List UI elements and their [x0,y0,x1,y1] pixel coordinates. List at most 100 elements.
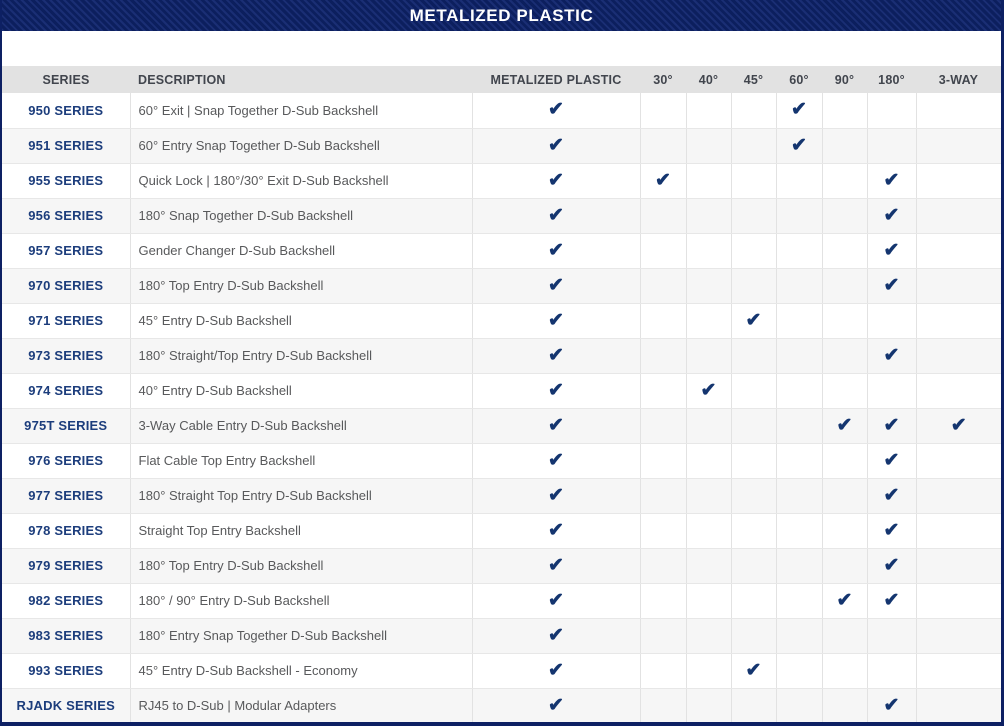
metalized-plastic-check-cell: ✔ [471,128,640,164]
3way-check-cell [915,373,1001,409]
check-icon: ✔ [883,204,900,226]
metalized-plastic-check-cell: ✔ [471,408,640,444]
30deg-check-cell [639,548,686,584]
table-row: 971 SERIES 45° Entry D-Sub Backshell ✔ ✔ [2,303,1001,339]
table-row: 982 SERIES 180° / 90° Entry D-Sub Backsh… [2,583,1001,619]
table-row: 956 SERIES 180° Snap Together D-Sub Back… [2,198,1001,234]
45deg-check-cell [730,688,776,722]
table-row: 974 SERIES 40° Entry D-Sub Backshell ✔ ✔ [2,373,1001,409]
series-link[interactable]: 976 SERIES [2,443,130,479]
check-icon: ✔ [548,414,564,436]
series-link[interactable]: 977 SERIES [2,478,130,514]
series-link[interactable]: 973 SERIES [2,338,130,374]
check-icon: ✔ [548,379,564,401]
45deg-check-cell: ✔ [730,303,776,339]
45deg-check-cell [730,338,776,374]
series-link[interactable]: 983 SERIES [2,618,130,654]
metalized-plastic-check-cell: ✔ [471,688,640,722]
series-link[interactable]: 950 SERIES [2,93,130,129]
description-cell: Gender Changer D-Sub Backshell [129,233,472,269]
90deg-check-cell [821,478,867,514]
40deg-check-cell [685,408,731,444]
60deg-check-cell [775,618,822,654]
series-link[interactable]: 956 SERIES [2,198,130,234]
metalized-plastic-check-cell: ✔ [471,653,640,689]
40deg-check-cell [685,653,731,689]
90deg-check-cell [821,268,867,304]
60deg-check-cell [775,198,822,234]
30deg-check-cell [639,478,686,514]
series-link[interactable]: 982 SERIES [2,583,130,619]
90deg-check-cell [821,688,867,722]
check-icon: ✔ [548,204,564,226]
table-row: 970 SERIES 180° Top Entry D-Sub Backshel… [2,268,1001,304]
3way-check-cell [915,93,1001,129]
series-link[interactable]: 951 SERIES [2,128,130,164]
description-cell: 60° Entry Snap Together D-Sub Backshell [129,128,472,164]
40deg-check-cell [685,198,731,234]
90deg-check-cell [821,443,867,479]
180deg-check-cell: ✔ [866,198,916,234]
description-cell: 180° Snap Together D-Sub Backshell [129,198,472,234]
40deg-check-cell [685,233,731,269]
description-cell: 180° Straight Top Entry D-Sub Backshell [129,478,472,514]
3way-check-cell [915,128,1001,164]
check-icon: ✔ [883,519,900,541]
180deg-check-cell [866,93,916,129]
40deg-check-cell [685,128,731,164]
table-row: 951 SERIES 60° Entry Snap Together D-Sub… [2,128,1001,164]
90deg-check-cell [821,338,867,374]
30deg-check-cell [639,688,686,722]
180deg-check-cell: ✔ [866,163,916,199]
30deg-check-cell [639,653,686,689]
60deg-check-cell [775,478,822,514]
30deg-check-cell [639,268,686,304]
check-icon: ✔ [548,484,564,506]
description-cell: 40° Entry D-Sub Backshell [129,373,472,409]
table-row: 957 SERIES Gender Changer D-Sub Backshel… [2,233,1001,269]
table-row: RJADK SERIES RJ45 to D-Sub | Modular Ada… [2,688,1001,722]
40deg-check-cell [685,688,731,722]
90deg-check-cell [821,163,867,199]
60deg-check-cell: ✔ [775,93,822,129]
series-link[interactable]: 993 SERIES [2,653,130,689]
series-link[interactable]: 975T SERIES [2,408,130,444]
3way-check-cell [915,163,1001,199]
45deg-check-cell [730,478,776,514]
series-link[interactable]: RJADK SERIES [2,688,130,722]
40deg-check-cell [685,443,731,479]
series-comparison-table: SERIES DESCRIPTION METALIZED PLASTIC 30°… [2,66,1001,722]
series-link[interactable]: 974 SERIES [2,373,130,409]
table-row: 975T SERIES 3-Way Cable Entry D-Sub Back… [2,408,1001,444]
60deg-check-cell [775,583,822,619]
90deg-check-cell [821,128,867,164]
series-link[interactable]: 957 SERIES [2,233,130,269]
check-icon: ✔ [883,169,900,191]
180deg-check-cell: ✔ [866,688,916,722]
description-cell: Flat Cable Top Entry Backshell [129,443,472,479]
60deg-check-cell [775,443,822,479]
40deg-check-cell [685,618,731,654]
check-icon: ✔ [950,414,967,436]
45deg-check-cell [730,198,776,234]
table-row: 977 SERIES 180° Straight Top Entry D-Sub… [2,478,1001,514]
180deg-check-cell: ✔ [866,513,916,549]
180deg-check-cell: ✔ [866,338,916,374]
60deg-check-cell [775,653,822,689]
series-link[interactable]: 955 SERIES [2,163,130,199]
check-icon: ✔ [548,274,564,296]
3way-check-cell [915,303,1001,339]
series-link[interactable]: 970 SERIES [2,268,130,304]
table-row: 983 SERIES 180° Entry Snap Together D-Su… [2,618,1001,654]
45deg-check-cell [730,618,776,654]
check-icon: ✔ [548,519,564,541]
45deg-check-cell [730,163,776,199]
60deg-check-cell [775,548,822,584]
series-link[interactable]: 971 SERIES [2,303,130,339]
30deg-check-cell: ✔ [639,163,686,199]
series-link[interactable]: 978 SERIES [2,513,130,549]
description-cell: 180° Straight/Top Entry D-Sub Backshell [129,338,472,374]
series-link[interactable]: 979 SERIES [2,548,130,584]
90deg-check-cell [821,233,867,269]
180deg-check-cell: ✔ [866,408,916,444]
